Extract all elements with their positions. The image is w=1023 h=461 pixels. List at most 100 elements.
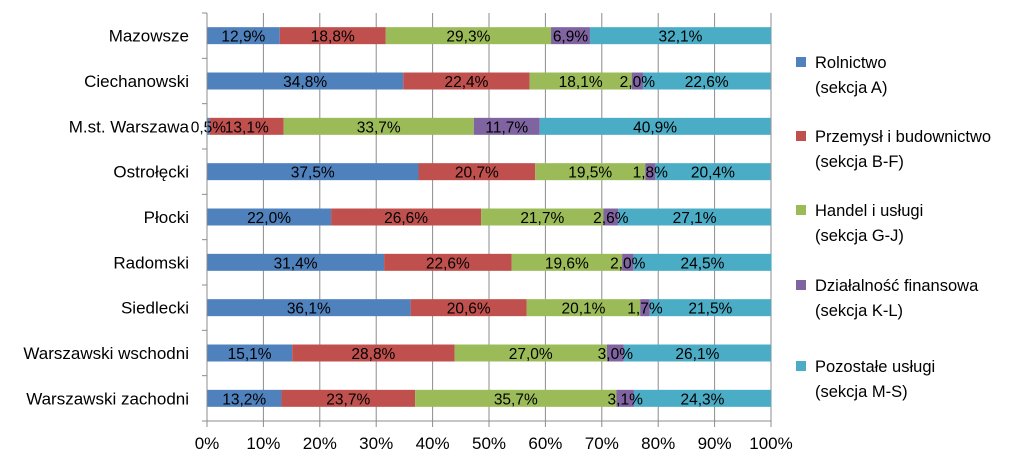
- legend-label: Przemysł i budownictwo: [815, 128, 991, 146]
- data-label: 35,7%: [494, 391, 538, 408]
- bar-segment: [279, 27, 386, 45]
- bar-segment: [589, 27, 771, 45]
- x-tick-label: 80%: [641, 434, 675, 453]
- bar-segment: [403, 72, 530, 90]
- legend-swatch: [796, 57, 806, 67]
- data-label: 33,7%: [357, 119, 401, 136]
- legend-swatch: [796, 361, 806, 371]
- data-label: 29,3%: [446, 29, 490, 46]
- bar-segment: [481, 208, 604, 226]
- bar-segment: [207, 163, 419, 181]
- legend-label: Pozostałe usługi: [815, 358, 935, 376]
- data-label: 19,6%: [545, 255, 589, 272]
- data-label: 20,7%: [455, 165, 499, 182]
- data-label: 26,6%: [384, 210, 428, 227]
- bar-segment: [207, 27, 280, 45]
- data-label: 22,0%: [247, 210, 291, 227]
- legend-sublabel: (sekcja K-L): [815, 302, 903, 320]
- bar-segment: [623, 344, 771, 362]
- data-label: 13,1%: [225, 119, 269, 136]
- data-label: 11,7%: [485, 119, 528, 136]
- bar-segment: [655, 163, 771, 181]
- bar-segment: [207, 344, 293, 362]
- x-tick-label: 30%: [359, 434, 393, 453]
- data-label: 26,1%: [675, 346, 719, 363]
- x-tick-label: 10%: [246, 434, 280, 453]
- bar-segment: [622, 253, 634, 271]
- data-label: 40,9%: [633, 119, 677, 136]
- bar-segment: [539, 117, 771, 135]
- bar-segment: [415, 389, 617, 407]
- bar-segment: [207, 253, 385, 271]
- bar-segment: [642, 72, 771, 90]
- category-label: M.st. Warszawa: [69, 117, 190, 136]
- data-label: 22,6%: [685, 74, 729, 91]
- data-label: 23,7%: [326, 391, 370, 408]
- x-tick-label: 100%: [749, 434, 792, 453]
- data-label: 20,6%: [447, 301, 491, 318]
- data-label: 36,1%: [287, 301, 331, 318]
- bar-segment: [207, 208, 332, 226]
- bar-segment: [551, 27, 590, 45]
- x-tick-label: 20%: [303, 434, 337, 453]
- bar-segment: [207, 72, 404, 90]
- category-label: Mazowsze: [109, 27, 189, 46]
- bar-segment: [529, 72, 632, 90]
- data-label: 22,4%: [444, 74, 488, 91]
- bar-segment: [526, 299, 641, 317]
- data-label: 32,1%: [659, 29, 703, 46]
- bar-segment: [331, 208, 482, 226]
- legend-swatch: [796, 131, 806, 141]
- data-label: 12,9%: [221, 29, 265, 46]
- data-label: 2,6%: [593, 210, 629, 227]
- category-label: Radomski: [113, 253, 189, 272]
- data-label: 6,9%: [553, 29, 589, 46]
- data-label: 2,0%: [620, 74, 656, 91]
- data-label: 20,4%: [691, 165, 735, 182]
- bar-segment: [207, 299, 411, 317]
- x-tick-label: 0%: [195, 434, 220, 453]
- legend-label: Handel i usługi: [815, 202, 923, 220]
- bar-segment: [640, 299, 650, 317]
- data-label: 22,6%: [426, 255, 470, 272]
- x-tick-label: 40%: [416, 434, 450, 453]
- bar-segment: [603, 208, 619, 226]
- bar-segment: [631, 72, 643, 90]
- bar-segment: [606, 344, 624, 362]
- data-label: 21,7%: [520, 210, 564, 227]
- bar-segment: [473, 117, 540, 135]
- bar-segment: [209, 117, 284, 135]
- bar-segment: [535, 163, 646, 181]
- category-label: Warszawski wschodni: [23, 344, 189, 363]
- data-label: 0,5%: [191, 119, 227, 136]
- data-label: 37,5%: [291, 165, 335, 182]
- legend-label: Rolnictwo: [815, 54, 887, 72]
- data-label: 15,1%: [228, 346, 272, 363]
- data-label: 2,0%: [610, 255, 646, 272]
- bar-segment: [281, 389, 416, 407]
- category-label: Warszawski zachodni: [26, 389, 189, 408]
- bar-segment: [618, 208, 771, 226]
- data-label: 34,8%: [283, 74, 327, 91]
- legend-sublabel: (sekcja B-F): [815, 153, 904, 171]
- data-label: 24,5%: [680, 255, 724, 272]
- x-tick-label: 60%: [528, 434, 562, 453]
- bar-segment: [283, 117, 474, 135]
- bar-segment: [385, 27, 552, 45]
- legend-sublabel: (sekcja A): [815, 79, 887, 97]
- x-tick-label: 50%: [472, 434, 506, 453]
- bar-segment: [645, 163, 656, 181]
- legend: Rolnictwo (sekcja A) Przemysł i budownictw…: [796, 54, 991, 401]
- data-label: 20,1%: [561, 301, 605, 318]
- category-label: Płocki: [144, 208, 189, 227]
- category-label: Ciechanowski: [84, 72, 189, 91]
- data-label: 18,1%: [559, 74, 603, 91]
- data-label: 1,8%: [633, 165, 669, 182]
- bar-segment: [384, 253, 512, 271]
- data-label: 18,8%: [311, 29, 355, 46]
- data-label: 28,8%: [351, 346, 395, 363]
- bar-segment: [616, 389, 634, 407]
- x-tick-label: 90%: [698, 434, 732, 453]
- data-label: 3,1%: [608, 391, 644, 408]
